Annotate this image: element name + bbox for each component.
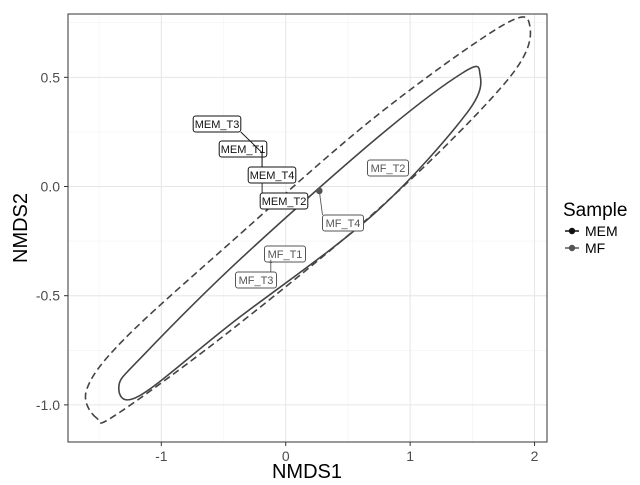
y-tick-label: -0.5 bbox=[36, 288, 60, 304]
ellipses bbox=[84, 16, 532, 424]
ellipse-mem bbox=[118, 65, 482, 401]
label-leader-mf-t4 bbox=[318, 190, 323, 216]
point-label-mem-t4: MEM_T4 bbox=[250, 170, 295, 182]
legend-label-mf: MF bbox=[585, 240, 605, 256]
legend-item-mem: MEM bbox=[565, 223, 618, 239]
x-axis-ticks: -1 0 1 2 bbox=[155, 442, 539, 464]
point-label-mf-t4: MF_T4 bbox=[326, 218, 361, 230]
legend-label-mem: MEM bbox=[585, 223, 618, 239]
y-tick-label: 0.5 bbox=[41, 69, 61, 85]
grid-lines bbox=[68, 14, 547, 442]
label-box-mf-t2 bbox=[367, 159, 409, 177]
x-tick-label: -1 bbox=[155, 448, 168, 464]
point-label-mf-t2: MF_T2 bbox=[371, 163, 406, 175]
ellipse-mf bbox=[84, 16, 532, 424]
plot-panel bbox=[68, 14, 547, 442]
label-box-mf-t4 bbox=[322, 214, 364, 232]
point-label-mf-t3: MF_T3 bbox=[239, 275, 274, 287]
y-tick-label: -1.0 bbox=[36, 397, 60, 413]
label-box-mem-t1 bbox=[218, 140, 268, 158]
label-box-mem-t2 bbox=[259, 192, 309, 210]
label-leader-mem-t3 bbox=[240, 131, 263, 153]
legend: Sample MEM MF bbox=[563, 200, 627, 256]
point-labels: MEM_T1 MEM_T2 MEM_T3 MEM_T4 MF_T1 MF_T2 MF_T3 M… bbox=[192, 115, 409, 289]
label-box-mf-t3 bbox=[235, 271, 277, 289]
x-axis-title: NMDS1 bbox=[272, 461, 342, 483]
x-tick-label: 1 bbox=[406, 448, 414, 464]
point-label-mem-t3: MEM_T3 bbox=[195, 119, 240, 131]
label-box-mem-t3 bbox=[192, 115, 242, 133]
x-tick-label: 2 bbox=[531, 448, 539, 464]
x-tick-label: 0 bbox=[282, 448, 290, 464]
legend-item-mf: MF bbox=[565, 240, 605, 256]
point-label-mem-t1: MEM_T1 bbox=[221, 144, 266, 156]
point-label-mf-t1: MF_T1 bbox=[268, 249, 303, 261]
legend-title: Sample bbox=[563, 200, 627, 221]
legend-key-dot-mf bbox=[568, 244, 576, 252]
y-axis-title: NMDS2 bbox=[10, 193, 32, 263]
y-tick-label: 0.0 bbox=[41, 179, 61, 195]
plot-border bbox=[67, 13, 548, 443]
label-box-mem-t4 bbox=[247, 166, 297, 184]
label-box-mf-t1 bbox=[264, 245, 306, 263]
point-label-mem-t2: MEM_T2 bbox=[262, 196, 307, 208]
legend-key-dot-mem bbox=[568, 227, 576, 235]
y-axis-ticks: -1.0 -0.5 0.0 0.5 bbox=[36, 69, 68, 413]
